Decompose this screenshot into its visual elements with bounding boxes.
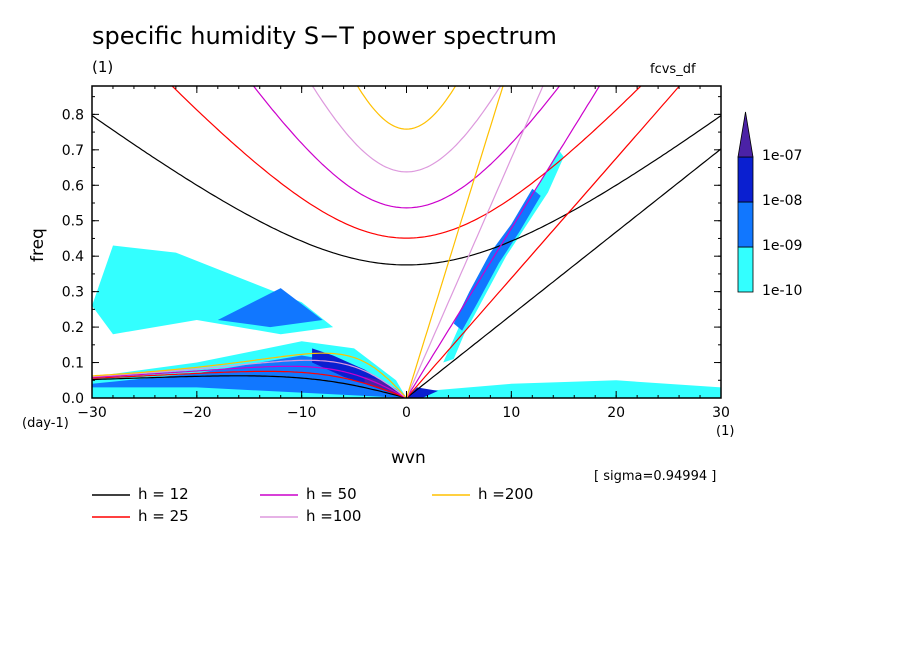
kelvin-curve-h100 [405, 86, 544, 398]
kelvin-curve-h50 [405, 86, 601, 398]
rossby-curve-h25 [92, 370, 407, 398]
spectrum-region-1e-10 [417, 380, 721, 398]
legend-lines [92, 494, 470, 518]
y-tick-label: 0.5 [62, 214, 84, 230]
rossby-curve-h200 [92, 352, 407, 398]
kelvin-curve-h25 [406, 86, 681, 398]
y-tick-label: 0.4 [62, 249, 84, 265]
x-tick-label: 0 [402, 405, 411, 421]
x-tick-label: −30 [77, 405, 107, 421]
plot-frame [91, 85, 722, 399]
kelvin-curve-h200 [405, 86, 504, 398]
subtitle-units: (1) [92, 58, 114, 76]
colorbar [737, 111, 754, 293]
y-tick-label: 0.8 [62, 107, 84, 123]
colorbar-segment [737, 201, 754, 248]
kelvin-curve-h12 [406, 148, 721, 398]
dispersion-curves [92, 86, 721, 398]
legend-label-h50: h = 50 [306, 485, 357, 503]
inertia-gravity-curve-h100 [311, 86, 502, 173]
y-tick-label: 0.1 [62, 356, 84, 372]
y-axis-unit: (day-1) [22, 416, 69, 431]
x-axis-unit: (1) [716, 424, 735, 439]
rossby-curve-h50 [92, 365, 407, 398]
legend-label-h12: h = 12 [138, 485, 189, 503]
spectrum-region-1e-10 [443, 149, 564, 363]
sigma-text: [ sigma=0.94994 ] [594, 469, 717, 484]
y-axis-label: freq [28, 228, 48, 262]
y-tick-label: 0.2 [62, 320, 84, 336]
y-tick-label: 0.7 [62, 143, 84, 159]
x-tick-label: −10 [287, 405, 317, 421]
y-tick-label: 0.0 [62, 391, 84, 407]
inertia-gravity-curve-h50 [252, 86, 561, 209]
x-tick-label: 20 [607, 405, 625, 421]
y-tick-label: 0.3 [62, 285, 84, 301]
colorbar-label: 1e-07 [762, 148, 803, 164]
legend-label-h100: h =100 [306, 507, 362, 525]
x-tick-label: 30 [712, 405, 730, 421]
legend-label-h200: h =200 [478, 485, 534, 503]
rossby-curve-h12 [92, 375, 407, 398]
colorbar-segment [737, 246, 754, 293]
legend-label-h25: h = 25 [138, 507, 189, 525]
axis-ticks: −30 −20 −10 0 10 20 30 0.0 0.1 0.2 0.3 0.4 0.5 0.6 0.7… [62, 86, 730, 421]
inertia-gravity-curve-h12 [92, 114, 721, 266]
rossby-curve-h100 [92, 359, 407, 398]
x-tick-label: −20 [182, 405, 212, 421]
inertia-gravity-curve-h200 [356, 86, 457, 130]
spectrum-region-1e-09 [217, 288, 323, 328]
colorbar-label: 1e-10 [762, 283, 803, 299]
spectrum-shading [92, 149, 721, 398]
x-tick-label: 10 [502, 405, 520, 421]
colorbar-arrow [737, 111, 754, 158]
dataset-label: fcvs_df [650, 62, 696, 77]
x-axis-label: wvn [391, 448, 426, 468]
y-tick-label: 0.6 [62, 178, 84, 194]
colorbar-segment [737, 156, 754, 203]
chart-title: specific humidity S−T power spectrum [92, 22, 557, 50]
colorbar-label: 1e-09 [762, 238, 803, 254]
spectrum-region-1e-09 [453, 188, 541, 331]
colorbar-label: 1e-08 [762, 193, 803, 209]
spectrum-region-1e-08 [406, 387, 438, 398]
inertia-gravity-curve-h25 [171, 86, 642, 239]
